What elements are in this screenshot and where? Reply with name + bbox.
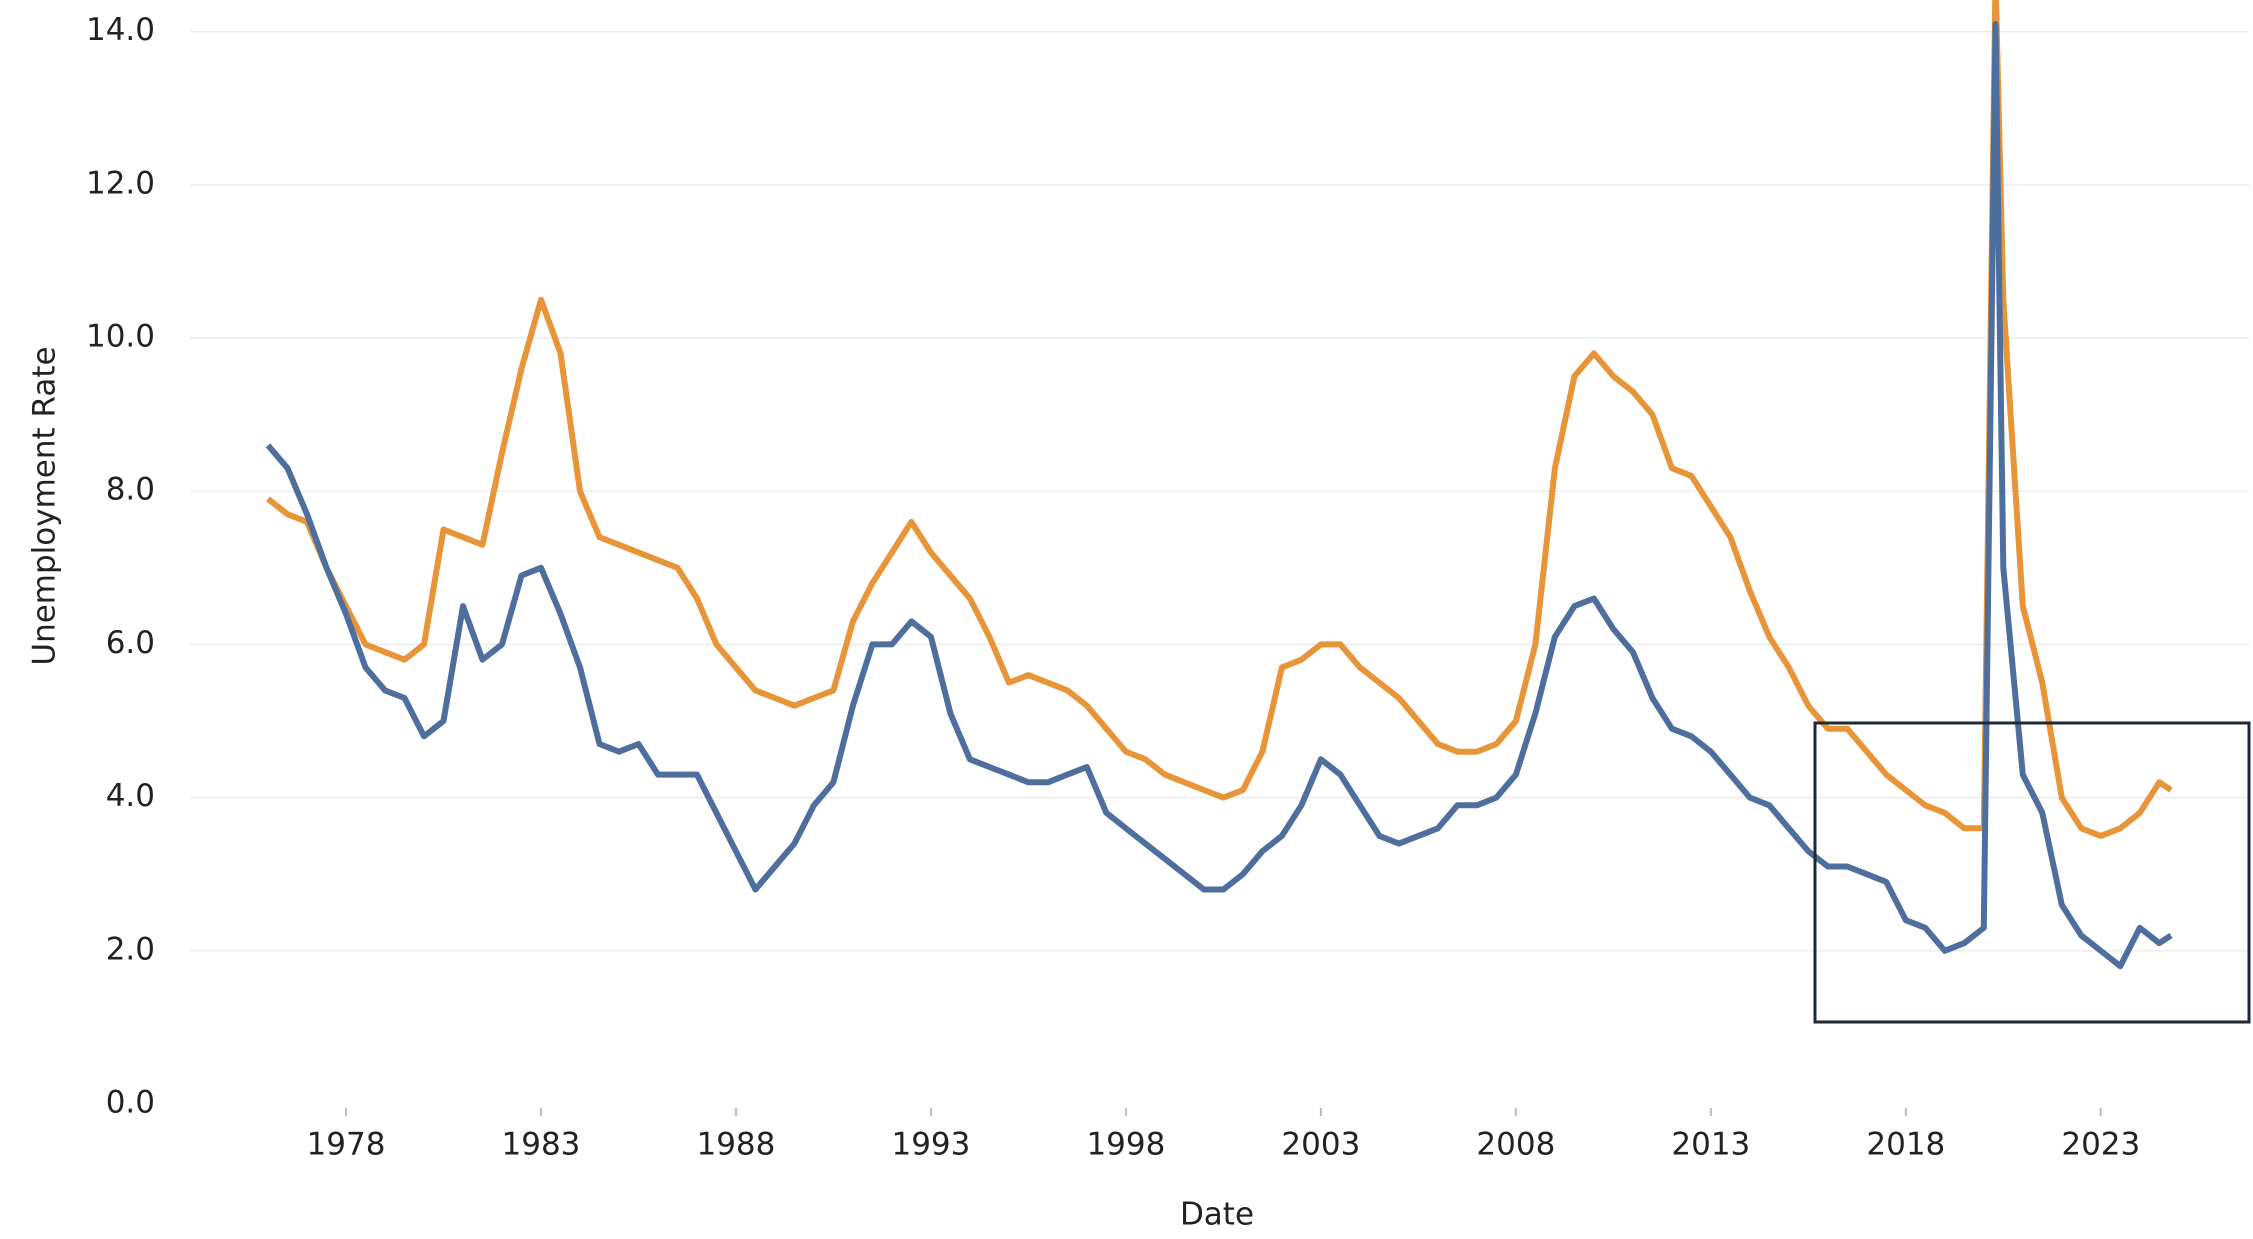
x-tick-label: 2008 [1476,1127,1555,1163]
y-tick-label: 10.0 [86,319,155,355]
y-tick-label: 0.0 [106,1085,155,1121]
highlight-box [1813,721,2251,1024]
x-tick-label: 2013 [1671,1127,1750,1163]
y-tick-label: 4.0 [106,778,155,814]
y-tick-label: 12.0 [86,165,155,201]
x-axis-title: Date [1180,1197,1254,1233]
x-tick-label: 1993 [891,1127,970,1163]
x-tick-label: 2023 [2061,1127,2140,1163]
x-tick-label: 2003 [1281,1127,1360,1163]
series-line [266,0,2173,839]
x-tick-label: 1983 [502,1127,581,1163]
x-tick-label: 2018 [1866,1127,1945,1163]
y-tick-label: 8.0 [106,472,155,508]
y-tick-label: 2.0 [106,931,155,967]
series-line [265,21,2173,970]
y-tick-label: 14.0 [86,12,155,48]
x-tick-label: 1998 [1086,1127,1165,1163]
y-axis-title: Unemployment Rate [27,346,63,665]
x-tick-label: 1988 [696,1127,775,1163]
y-tick-label: 6.0 [106,625,155,661]
x-tick-label: 1978 [307,1127,386,1163]
